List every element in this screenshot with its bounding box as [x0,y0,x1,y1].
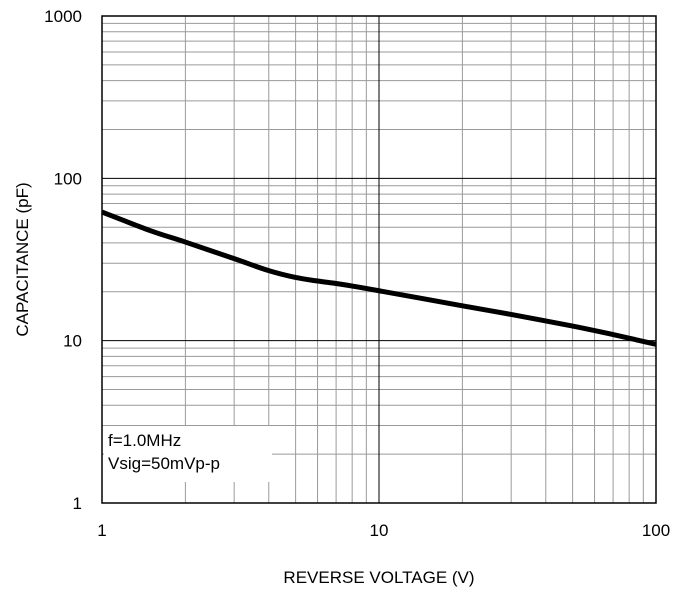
annotation-frequency: f=1.0MHz [108,431,181,450]
x-tick-label: 1 [97,521,106,540]
annotation-signal: Vsig=50mVp-p [108,454,220,473]
annotation-box: f=1.0MHz Vsig=50mVp-p [104,426,272,482]
capacitance-curve [101,209,657,347]
y-tick-labels: 1 10 100 1000 [44,7,82,513]
y-tick-label: 100 [54,169,82,188]
y-tick-label: 10 [63,332,82,351]
x-tick-labels: 1 10 100 [97,521,670,540]
x-axis-label: REVERSE VOLTAGE (V) [283,568,474,587]
x-tick-label: 10 [370,521,389,540]
x-tick-label: 100 [642,521,670,540]
y-axis-label: CAPACITANCE (pF) [13,182,32,336]
y-tick-label: 1 [73,494,82,513]
y-tick-label: 1000 [44,7,82,26]
annotation-background [104,426,272,482]
major-grid [102,16,656,503]
plot-frame [101,15,657,504]
series-layer [101,209,657,347]
